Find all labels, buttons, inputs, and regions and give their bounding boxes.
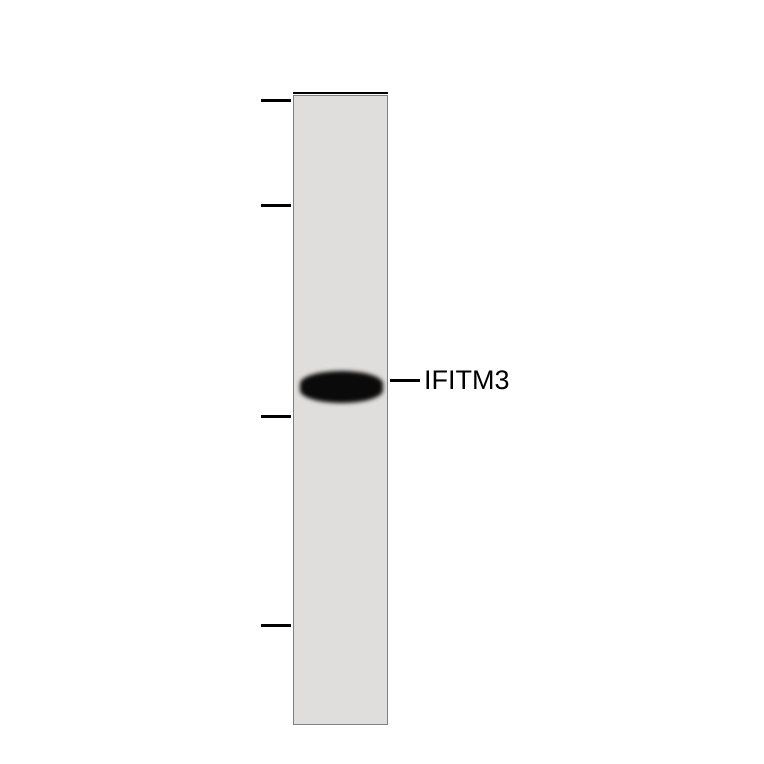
mw-tick (261, 204, 291, 207)
gel-lane-strip (293, 95, 388, 725)
protein-tick (390, 379, 420, 382)
protein-band (300, 371, 383, 403)
mw-tick (261, 624, 291, 627)
mw-tick (261, 415, 291, 418)
mw-tick (261, 99, 291, 102)
lane-header-underline (293, 92, 388, 94)
protein-label: IFITM3 (424, 365, 510, 396)
